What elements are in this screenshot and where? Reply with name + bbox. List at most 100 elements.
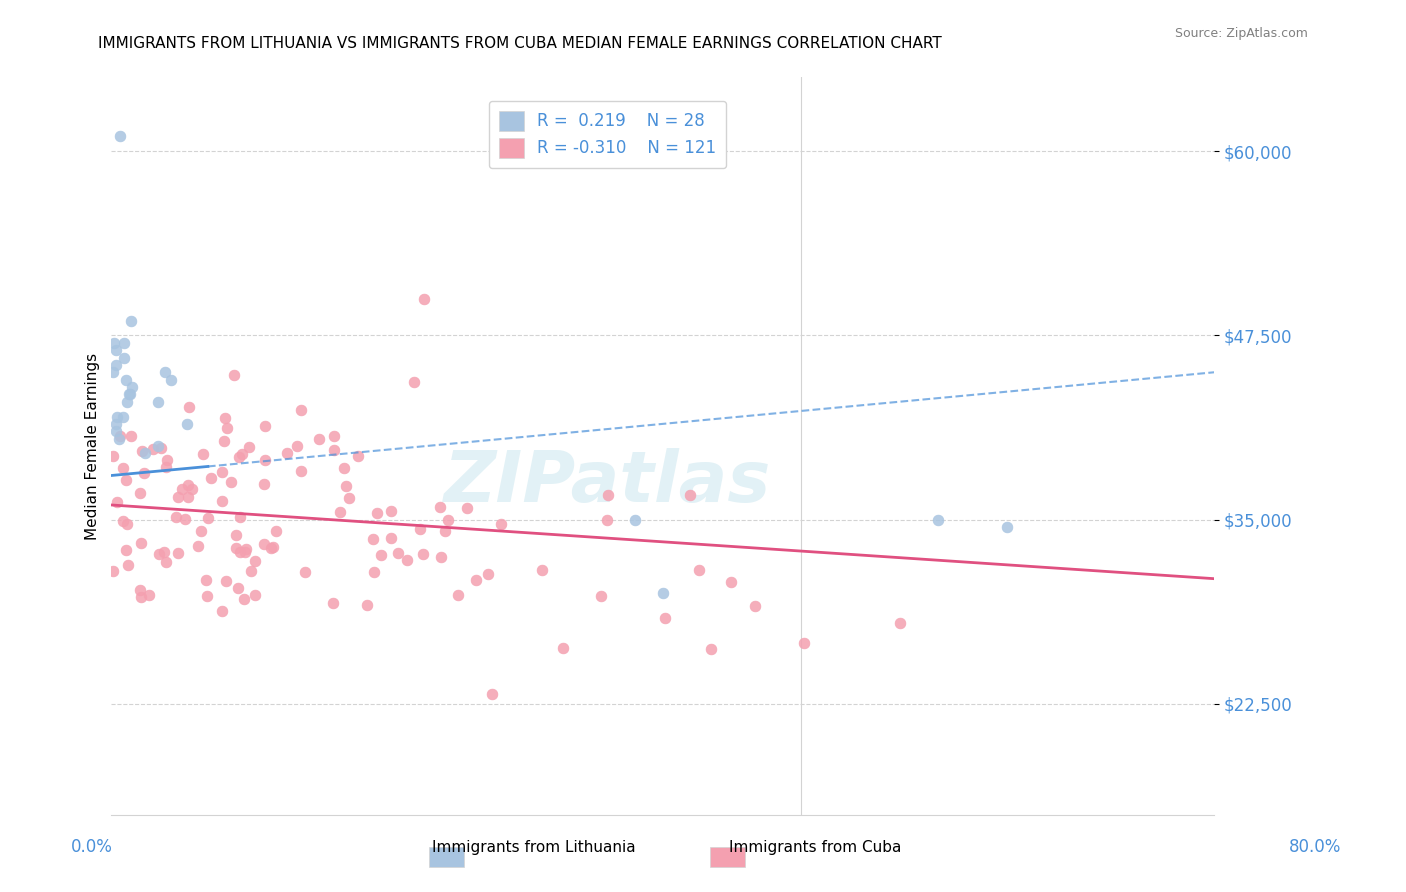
Point: [104, 343, 127, 358]
Point: [260, 541, 283, 555]
Point: [337, 491, 360, 505]
Point: [228, 450, 250, 465]
Point: [107, 432, 129, 446]
Point: [114, 543, 136, 558]
Point: [212, 434, 235, 449]
Text: Immigrants from Lithuania: Immigrants from Lithuania: [433, 840, 636, 855]
Point: [651, 586, 673, 600]
Point: [115, 394, 138, 409]
Point: [744, 599, 766, 613]
Point: [294, 566, 316, 580]
Point: [308, 432, 330, 446]
Point: [889, 616, 911, 631]
Point: [105, 424, 128, 438]
Point: [927, 513, 949, 527]
Legend: R =  0.219    N = 28, R = -0.310    N = 121: R = 0.219 N = 28, R = -0.310 N = 121: [489, 101, 727, 168]
Point: [101, 565, 124, 579]
Point: [322, 596, 344, 610]
Point: [167, 490, 190, 504]
Point: [363, 566, 385, 580]
Point: [134, 446, 156, 460]
Point: [170, 483, 193, 497]
Point: [108, 428, 131, 442]
Point: [181, 482, 204, 496]
Point: [700, 641, 723, 656]
Point: [215, 421, 238, 435]
Point: [118, 387, 141, 401]
Point: [177, 491, 200, 505]
Point: [150, 441, 173, 455]
Point: [129, 590, 152, 604]
Point: [229, 510, 252, 524]
Point: [225, 528, 247, 542]
Point: [148, 547, 170, 561]
Point: [239, 564, 262, 578]
Point: [380, 531, 402, 545]
Point: [430, 549, 453, 564]
Point: [253, 476, 276, 491]
Point: [402, 375, 425, 389]
Point: [120, 314, 142, 328]
Y-axis label: Median Female Earnings: Median Female Earnings: [86, 352, 100, 540]
Point: [264, 524, 287, 538]
Point: [155, 555, 177, 569]
Point: [129, 536, 152, 550]
Point: [176, 417, 198, 431]
Point: [112, 351, 135, 365]
Point: [433, 524, 456, 539]
Point: [370, 549, 392, 563]
Point: [121, 380, 143, 394]
Point: [105, 417, 128, 431]
Point: [688, 563, 710, 577]
Text: Source: ZipAtlas.com: Source: ZipAtlas.com: [1174, 27, 1308, 40]
Point: [409, 522, 432, 536]
Point: [380, 504, 402, 518]
Point: [167, 546, 190, 560]
Point: [551, 640, 574, 655]
Point: [101, 450, 124, 464]
Point: [253, 419, 276, 434]
Point: [200, 471, 222, 485]
Point: [231, 447, 253, 461]
Point: [437, 512, 460, 526]
Point: [679, 487, 702, 501]
Point: [111, 409, 134, 424]
Point: [128, 486, 150, 500]
Point: [165, 509, 187, 524]
Point: [108, 129, 131, 144]
Point: [156, 453, 179, 467]
Point: [413, 292, 436, 306]
Point: [447, 588, 470, 602]
Point: [211, 494, 233, 508]
Point: [153, 545, 176, 559]
Point: [195, 589, 218, 603]
Point: [228, 582, 250, 596]
Point: [159, 373, 181, 387]
Point: [598, 488, 620, 502]
Text: 80.0%: 80.0%: [1288, 838, 1341, 855]
Point: [179, 401, 201, 415]
Point: [115, 473, 138, 487]
Point: [395, 553, 418, 567]
Point: [361, 532, 384, 546]
Point: [238, 440, 260, 454]
Point: [211, 465, 233, 479]
Point: [243, 554, 266, 568]
Point: [194, 574, 217, 588]
Point: [412, 548, 434, 562]
Point: [211, 604, 233, 618]
Point: [322, 429, 344, 443]
Point: [112, 335, 135, 350]
Point: [177, 478, 200, 492]
Point: [120, 429, 142, 443]
Point: [491, 517, 513, 532]
Point: [481, 686, 503, 700]
Text: 0.0%: 0.0%: [70, 838, 112, 855]
Point: [356, 598, 378, 612]
Point: [134, 467, 156, 481]
Point: [103, 365, 125, 379]
Point: [233, 545, 256, 559]
Point: [190, 524, 212, 539]
Point: [254, 453, 277, 467]
Point: [138, 588, 160, 602]
